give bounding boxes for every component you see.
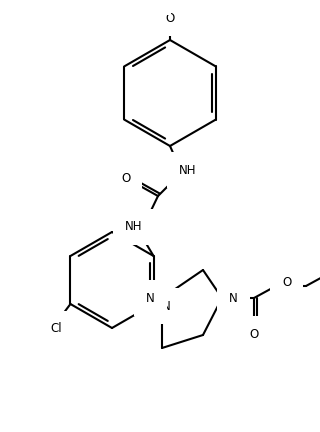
Text: N: N: [229, 292, 238, 305]
Text: O: O: [121, 172, 131, 185]
Text: O: O: [282, 276, 291, 289]
Text: CH₃: CH₃: [137, 0, 159, 3]
Text: NH: NH: [125, 220, 143, 234]
Text: NH: NH: [179, 163, 197, 177]
Text: Cl: Cl: [51, 323, 62, 336]
Text: N: N: [146, 292, 155, 305]
Text: N: N: [162, 299, 170, 312]
Text: O: O: [165, 12, 175, 25]
Text: O: O: [249, 327, 259, 340]
